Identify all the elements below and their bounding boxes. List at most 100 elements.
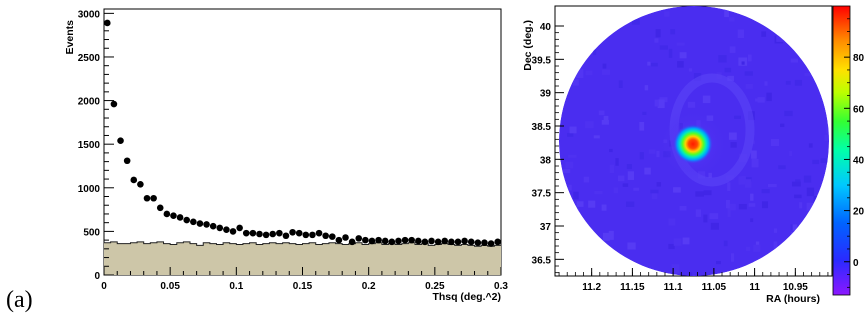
- data-point: [150, 194, 157, 202]
- noise-pixel: [644, 85, 649, 91]
- data-point: [110, 100, 118, 108]
- data-point: [414, 237, 422, 245]
- left-y-axis-title: Events: [64, 20, 76, 55]
- data-point: [322, 232, 329, 240]
- skymap-y-tick-label: 38: [540, 155, 552, 166]
- noise-pixel: [688, 68, 693, 72]
- data-point: [335, 236, 343, 244]
- noise-pixel: [648, 149, 656, 154]
- noise-pixel: [792, 224, 797, 231]
- noise-pixel: [806, 202, 814, 211]
- skymap-hotspot: [673, 124, 713, 164]
- noise-pixel: [820, 158, 828, 163]
- noise-pixel: [784, 110, 793, 117]
- noise-pixel: [608, 230, 614, 240]
- noise-pixel: [727, 203, 736, 211]
- data-point: [216, 224, 224, 232]
- noise-pixel: [631, 19, 640, 25]
- noise-pixel: [744, 179, 752, 188]
- noise-pixel: [626, 164, 632, 170]
- colorbar-tick-label: 40: [853, 155, 865, 166]
- left-y-axis: 0 500 1000 1500 2000 2500 3000: [78, 9, 114, 282]
- noise-pixel: [602, 63, 607, 69]
- noise-pixel: [613, 187, 619, 194]
- data-point: [262, 231, 270, 239]
- noise-pixel: [568, 184, 572, 191]
- noise-pixel: [668, 243, 675, 250]
- data-point: [176, 214, 184, 221]
- data-point: [441, 237, 449, 245]
- noise-pixel: [617, 175, 625, 182]
- noise-pixel: [730, 142, 737, 148]
- noise-pixel: [682, 237, 690, 245]
- noise-pixel: [737, 29, 745, 39]
- noise-pixel: [808, 143, 813, 148]
- colorbar-gradient: [832, 5, 851, 296]
- noise-pixel: [710, 222, 719, 230]
- data-point: [381, 237, 389, 245]
- skymap-x-tick-label: 11.15: [620, 282, 645, 293]
- skymap-y-tick-label: 37: [540, 222, 552, 233]
- noise-pixel: [825, 124, 829, 134]
- data-point: [474, 239, 482, 247]
- data-point: [328, 233, 336, 240]
- noise-pixel: [654, 99, 659, 107]
- data-point: [143, 194, 151, 202]
- noise-pixel: [785, 80, 791, 85]
- noise-pixel: [622, 183, 629, 187]
- noise-pixel: [676, 42, 685, 46]
- data-point: [289, 228, 296, 236]
- noise-pixel: [761, 189, 770, 194]
- skymap-y-tick-label: 40: [540, 22, 552, 33]
- noise-pixel: [639, 152, 644, 160]
- noise-pixel: [568, 154, 577, 158]
- skymap-y-tick-label: 37.5: [532, 189, 552, 200]
- noise-pixel: [594, 190, 603, 195]
- noise-pixel: [725, 199, 730, 209]
- noise-pixel: [794, 194, 802, 199]
- data-point: [295, 229, 303, 237]
- noise-pixel: [703, 214, 708, 223]
- noise-pixel: [780, 123, 785, 128]
- noise-pixel: [656, 182, 662, 187]
- data-point: [269, 230, 277, 238]
- skymap-y-tick-label: 36.5: [532, 255, 552, 266]
- colorbar-tick-label: 20: [853, 207, 865, 218]
- noise-pixel: [642, 111, 647, 115]
- skymap-x-tick-label: 11.05: [702, 282, 727, 293]
- noise-pixel: [670, 29, 676, 35]
- data-point: [123, 157, 131, 165]
- noise-pixel: [729, 17, 735, 22]
- skymap-y-axis: 40 39.5 39 38.5 38 37.5 37 36.5: [532, 22, 564, 274]
- noise-pixel: [695, 191, 704, 197]
- data-point: [156, 204, 164, 212]
- data-point: [348, 238, 356, 246]
- noise-pixel: [750, 218, 754, 223]
- data-point: [130, 176, 138, 184]
- skymap-x-axis-title: RA (hours): [766, 293, 820, 305]
- data-point: [190, 218, 197, 226]
- skymap-y-axis-title: Dec (deg.): [522, 20, 534, 71]
- noise-pixel: [727, 75, 734, 81]
- data-point: [236, 224, 243, 232]
- noise-pixel: [789, 151, 793, 157]
- noise-pixel: [626, 201, 635, 207]
- noise-pixel: [767, 183, 777, 188]
- data-point: [342, 234, 349, 241]
- data-point: [461, 237, 468, 245]
- noise-pixel: [664, 11, 670, 17]
- x-tick-label: 0.15: [293, 281, 313, 292]
- noise-pixel: [791, 181, 801, 187]
- noise-pixel: [654, 38, 659, 43]
- data-point: [302, 231, 310, 239]
- data-point: [229, 228, 237, 235]
- noise-pixel: [744, 71, 753, 76]
- noise-pixel: [567, 132, 574, 137]
- y-tick-label: 1500: [78, 140, 101, 151]
- x-tick-label: 0.1: [229, 281, 243, 292]
- noise-pixel: [824, 134, 829, 141]
- noise-pixel: [609, 164, 615, 174]
- noise-pixel: [688, 272, 693, 276]
- noise-pixel: [639, 121, 645, 131]
